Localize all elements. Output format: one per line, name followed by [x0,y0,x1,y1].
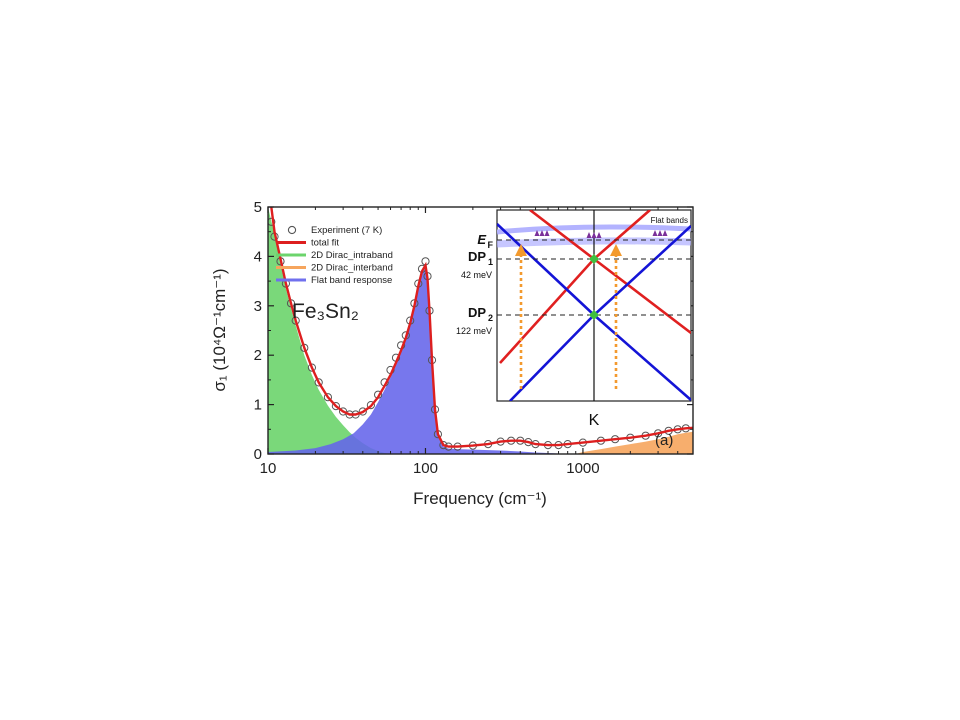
legend-entry: 2D Dirac_interband [311,263,393,274]
experiment-point [331,402,340,411]
inset-level-subscript: 1 [488,257,493,267]
flat-band-electron [652,230,658,236]
total-fit-curve [270,207,693,448]
experiment-point [366,401,375,410]
dirac-point [589,310,599,320]
x-tick-label: 10 [260,460,277,477]
inset-level-subscript: 2 [488,313,493,323]
inset-level-label: E [477,232,486,247]
legend-marker [287,225,297,235]
transition-arrow-head [515,244,527,256]
inset-band-structure [497,210,691,401]
inset-x-label: K [589,412,600,429]
experiment-point [307,363,316,372]
experiment-point [358,407,367,416]
flat-band-electron [657,230,663,236]
flat-band-electron [544,230,550,236]
axis-ticks: 0 1 2 3 4 5 10 100 1000 [254,199,694,477]
y-tick-label: 0 [254,446,262,463]
y-tick-label: 3 [254,298,262,315]
y-tick-label: 1 [254,397,262,414]
transition-arrow-head [610,244,622,256]
flat-band-electron [596,232,602,238]
flat-bands-label: Flat bands [651,216,688,225]
flat-band-lower [497,237,691,248]
legend-entry: total fit [311,238,339,249]
flat-band-electron [534,230,540,236]
material-label: Fe₃Sn₂ [292,300,359,323]
experiment-point [323,393,332,402]
inset-level-label: DP [468,305,486,320]
y-tick-label: 4 [254,248,262,265]
inset-level-note: 122 meV [456,326,492,336]
y-tick-label: 5 [254,199,262,216]
legend-entry: 2D Dirac_intraband [311,250,393,261]
x-tick-label: 100 [413,460,438,477]
flat-band-electron [591,232,597,238]
legend-entry: Experiment (7 K) [311,225,382,236]
y-axis-label: σ₁ (10⁴Ω⁻¹cm⁻¹) [210,268,229,391]
flat-band-electron [662,230,668,236]
experiment-point [268,217,276,226]
interband-area [575,431,693,454]
flat-band-electron [586,232,592,238]
x-tick-label: 1000 [566,460,599,477]
flat-band-electron [539,230,545,236]
intraband-area [268,207,391,454]
experiment-point [314,378,323,387]
dirac-point [589,254,599,264]
fill-areas [268,207,693,454]
experiment-point [339,407,348,416]
y-tick-label: 2 [254,347,262,364]
flat-band-area [268,267,568,454]
legend-entry: Flat band response [311,275,392,286]
x-axis-label: Frequency (cm⁻¹) [413,489,547,508]
inset-level-subscript: F [488,240,494,250]
total-fit-line [270,207,693,448]
panel-label: (a) [655,432,673,449]
inset-level-note: 42 meV [461,270,492,280]
inset-level-label: DP [468,249,486,264]
flat-band-upper [497,224,691,235]
